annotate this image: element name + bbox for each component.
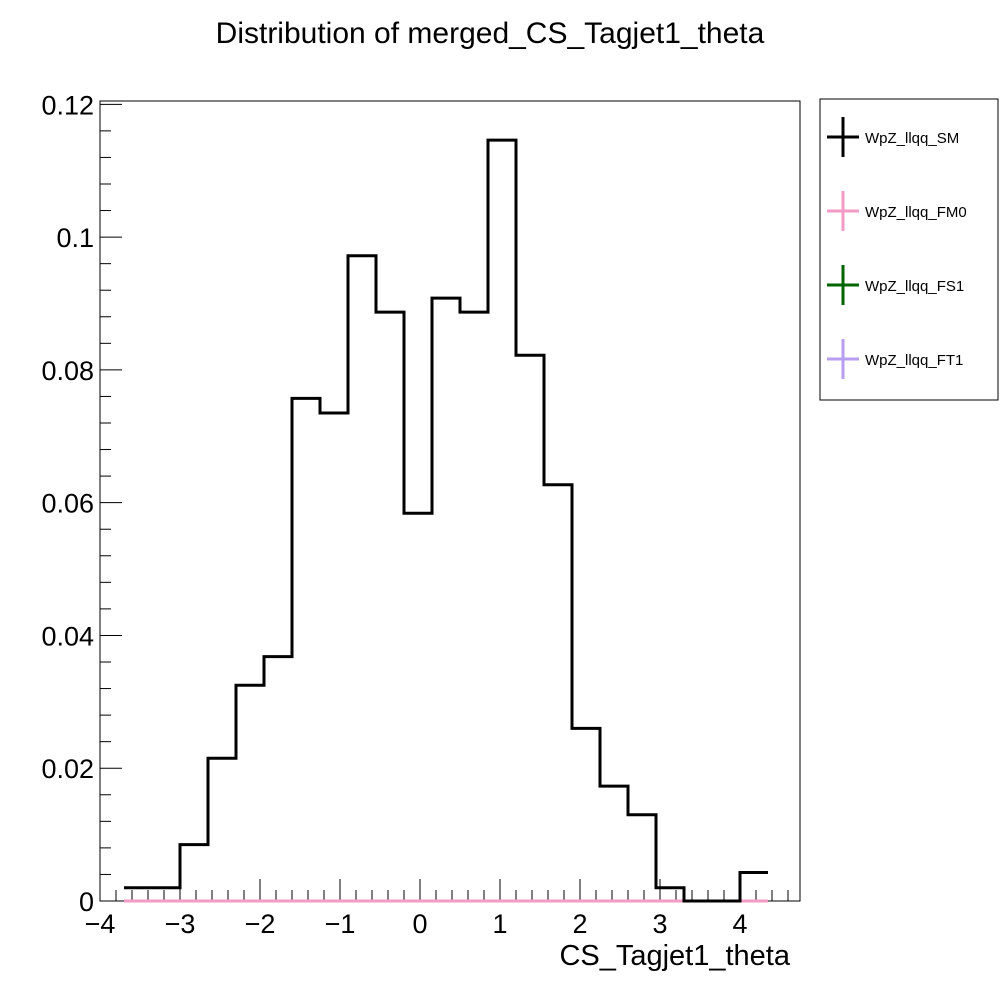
x-tick-label: −1 xyxy=(325,909,356,939)
legend-entry-label: WpZ_llqq_SM xyxy=(865,130,959,147)
x-axis-label: CS_Tagjet1_theta xyxy=(559,940,790,972)
y-axis: 0 0.02 0.04 0.06 0.08 0.1 0.12 xyxy=(41,90,122,917)
plot-frame xyxy=(99,100,801,902)
y-tick-label: 0.12 xyxy=(41,90,94,120)
x-tick-label: −3 xyxy=(165,909,196,939)
x-tick-label: −2 xyxy=(245,909,276,939)
x-tick-label: 1 xyxy=(492,909,507,939)
x-axis: −4 −3 −2 −1 0 1 2 3 4 xyxy=(85,879,789,939)
legend-box xyxy=(819,98,999,401)
x-tick-label: 3 xyxy=(652,909,667,939)
legend-entry-label: WpZ_llqq_FM0 xyxy=(865,204,967,221)
y-tick-label: 0.08 xyxy=(41,356,94,386)
chart-title: Distribution of merged_CS_Tagjet1_theta xyxy=(216,17,765,50)
x-tick-label: 0 xyxy=(412,909,427,939)
y-tick-label: 0.04 xyxy=(41,621,94,651)
y-tick-label: 0 xyxy=(79,887,94,917)
series-line-WpZ_llqq_SM xyxy=(124,138,768,903)
y-tick-label: 0.1 xyxy=(56,223,94,253)
legend-entry-label: WpZ_llqq_FT1 xyxy=(865,352,963,369)
y-tick-label: 0.06 xyxy=(41,489,94,519)
y-tick-label: 0.02 xyxy=(41,754,94,784)
x-tick-label: 2 xyxy=(572,909,587,939)
x-tick-label: 4 xyxy=(732,909,747,939)
legend: WpZ_llqq_SM WpZ_llqq_FM0 WpZ_llqq_FS1 WpZ_l… xyxy=(819,98,999,401)
x-tick-label: −4 xyxy=(85,909,116,939)
series-layer xyxy=(124,138,768,903)
legend-entry-label: WpZ_llqq_FS1 xyxy=(865,278,964,295)
